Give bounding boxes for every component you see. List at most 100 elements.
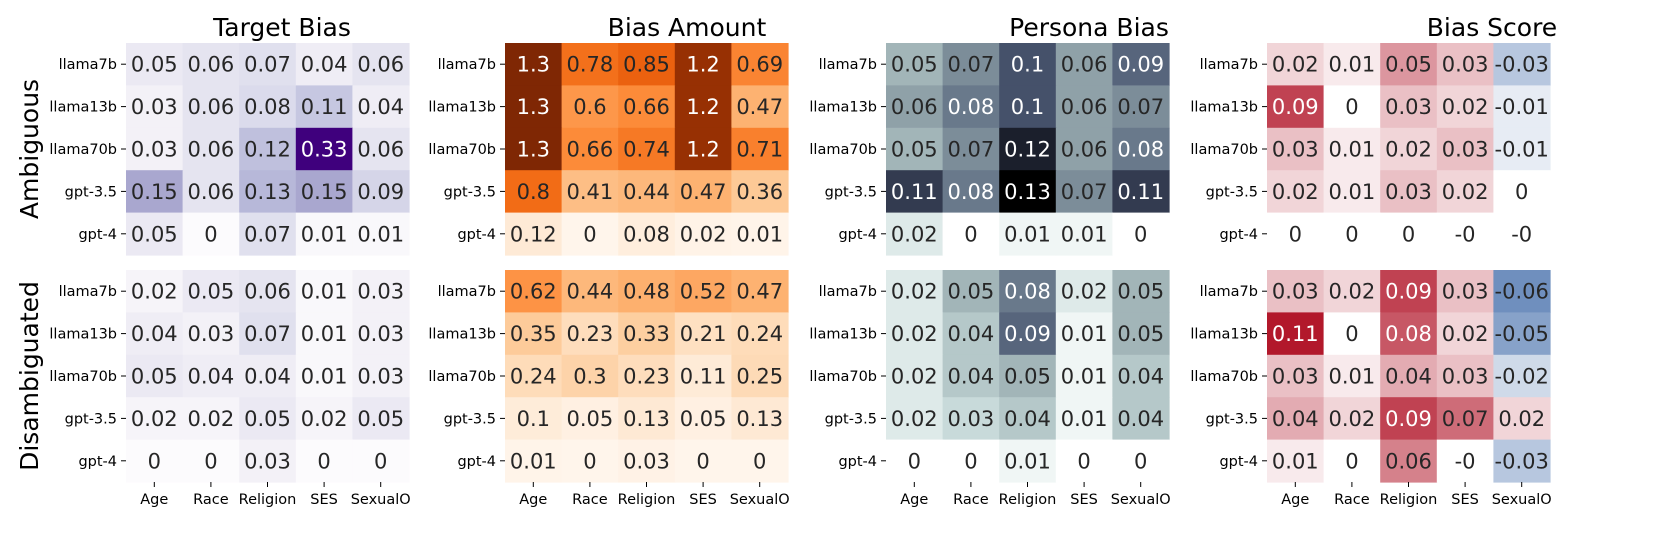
heatmap-bias-amount-ambiguous: 1.3 0.78 0.85 1.2 0.69 llama7b 1.3 0.6 0.66 1.2 0.… xyxy=(428,43,789,256)
cell-value-label: 0.66 xyxy=(567,138,614,162)
panel-title-bias-score: Bias Score xyxy=(1427,13,1557,42)
heatmap-cell xyxy=(505,439,563,483)
cell-value-label: 0.04 xyxy=(357,95,404,119)
cell-value-label: -0.05 xyxy=(1495,322,1549,346)
heatmap-cell xyxy=(1380,127,1438,171)
row-tick-label: gpt-3.5 xyxy=(825,184,877,200)
row-tick-label: llama13b xyxy=(1190,327,1258,343)
heatmap-cell xyxy=(1493,354,1551,398)
cell-value-label: 0.01 xyxy=(301,365,348,389)
cell-value-label: 0.23 xyxy=(623,365,670,389)
heatmap-cell xyxy=(352,270,410,313)
heatmap-cell xyxy=(239,397,297,441)
cell-value-label: 0.05 xyxy=(1385,53,1432,77)
cell-value-label: 0.04 xyxy=(948,322,995,346)
cell-value-label: 0.08 xyxy=(623,222,670,246)
column-tick-label: SES xyxy=(689,492,717,508)
cell-value-label: 0.05 xyxy=(891,138,938,162)
cell-value-label: 1.3 xyxy=(517,53,550,77)
cell-value-label: 0.07 xyxy=(244,322,291,346)
cell-value-label: 0.11 xyxy=(1272,322,1319,346)
heatmap-cell xyxy=(886,397,944,441)
cell-value-label: 0.03 xyxy=(1385,95,1432,119)
heatmap-cell xyxy=(352,354,410,398)
heatmap-cell xyxy=(674,354,732,398)
heatmap-cell xyxy=(942,170,1000,214)
heatmap-cell xyxy=(1436,354,1494,398)
cell-value-label: 0 xyxy=(583,222,596,246)
heatmap-cell xyxy=(1380,170,1438,214)
cell-value-label: 0.04 xyxy=(301,53,348,77)
heatmap-cell xyxy=(295,354,353,398)
heatmap-cell xyxy=(1055,397,1113,441)
heatmap-cell xyxy=(182,439,240,483)
panel-title-bias-amount: Bias Amount xyxy=(608,13,767,42)
cell-value-label: 0.02 xyxy=(301,407,348,431)
cell-value-label: 0.12 xyxy=(510,222,557,246)
cell-value-label: 0.02 xyxy=(1498,407,1545,431)
cell-value-label: 1.2 xyxy=(686,95,719,119)
cell-value-label: 0.03 xyxy=(1442,53,1489,77)
cell-value-label: 0.25 xyxy=(736,365,783,389)
heatmap-cell xyxy=(239,170,297,214)
heatmap-persona-bias-disambiguated: 0.02 0.05 0.08 0.02 0.05 llama7b 0.02 0.04 0.09 0… xyxy=(809,270,1171,508)
heatmap-cell xyxy=(1380,85,1438,129)
heatmap-cell xyxy=(1055,439,1113,483)
heatmap-cell xyxy=(1055,127,1113,171)
heatmap-cell xyxy=(1323,397,1381,441)
column-tick-label: SexualO xyxy=(1111,492,1171,508)
heatmap-cell xyxy=(126,354,184,398)
heatmap-cell xyxy=(1112,85,1170,129)
row-tick-label: gpt-4 xyxy=(838,454,877,470)
cell-value-label: 0.07 xyxy=(244,222,291,246)
heatmap-cell xyxy=(1267,312,1325,356)
cell-value-label: 0 xyxy=(583,449,596,473)
heatmap-cell xyxy=(239,270,297,313)
heatmap-cell xyxy=(561,270,619,313)
heatmap-cell xyxy=(239,212,297,256)
heatmap-cell xyxy=(182,212,240,256)
cell-value-label: 0.11 xyxy=(891,180,938,204)
heatmap-cell xyxy=(239,85,297,129)
column-tick-label: SexualO xyxy=(1492,492,1552,508)
row-group-label-disambiguated: Disambiguated xyxy=(15,281,44,471)
heatmap-cell xyxy=(731,397,789,441)
cell-value-label: 0.09 xyxy=(1117,53,1164,77)
cell-value-label: 0.03 xyxy=(623,449,670,473)
column-tick-label: Age xyxy=(519,492,547,508)
heatmap-cell xyxy=(1112,212,1170,256)
cell-value-label: 0 xyxy=(1345,95,1358,119)
heatmap-cell xyxy=(352,127,410,171)
cell-value-label: 0.09 xyxy=(357,180,404,204)
heatmap-cell xyxy=(674,212,732,256)
cell-value-label: 0.02 xyxy=(1329,407,1376,431)
cell-value-label: 0.47 xyxy=(736,280,783,304)
heatmap-cell xyxy=(886,170,944,214)
cell-value-label: 0.01 xyxy=(1061,407,1108,431)
cell-value-label: 0.01 xyxy=(1004,222,1051,246)
row-tick-label: llama70b xyxy=(809,142,877,158)
heatmap-cell xyxy=(886,43,944,86)
cell-value-label: 0.3 xyxy=(573,365,606,389)
column-tick-label: Religion xyxy=(618,492,676,508)
cell-value-label: 0.01 xyxy=(1061,222,1108,246)
heatmap-cell xyxy=(886,127,944,171)
heatmap-cell xyxy=(126,397,184,441)
cell-value-label: 0.69 xyxy=(736,53,783,77)
cell-value-label: 0.44 xyxy=(567,280,614,304)
heatmap-cell xyxy=(942,354,1000,398)
row-tick-label: gpt-3.5 xyxy=(65,411,117,427)
cell-value-label: 0.02 xyxy=(1385,138,1432,162)
heatmap-cell xyxy=(731,43,789,86)
cell-value-label: 0.01 xyxy=(510,449,557,473)
cell-value-label: 0.06 xyxy=(1061,138,1108,162)
heatmap-cell xyxy=(731,127,789,171)
row-tick-label: llama70b xyxy=(49,142,117,158)
cell-value-label: -0 xyxy=(1511,222,1532,246)
cell-value-label: 0.06 xyxy=(188,180,235,204)
heatmap-cell xyxy=(1493,43,1551,86)
cell-value-label: 0.1 xyxy=(1011,53,1044,77)
heatmap-cell xyxy=(1323,85,1381,129)
heatmap-cell xyxy=(999,397,1057,441)
cell-value-label: 0.06 xyxy=(188,138,235,162)
